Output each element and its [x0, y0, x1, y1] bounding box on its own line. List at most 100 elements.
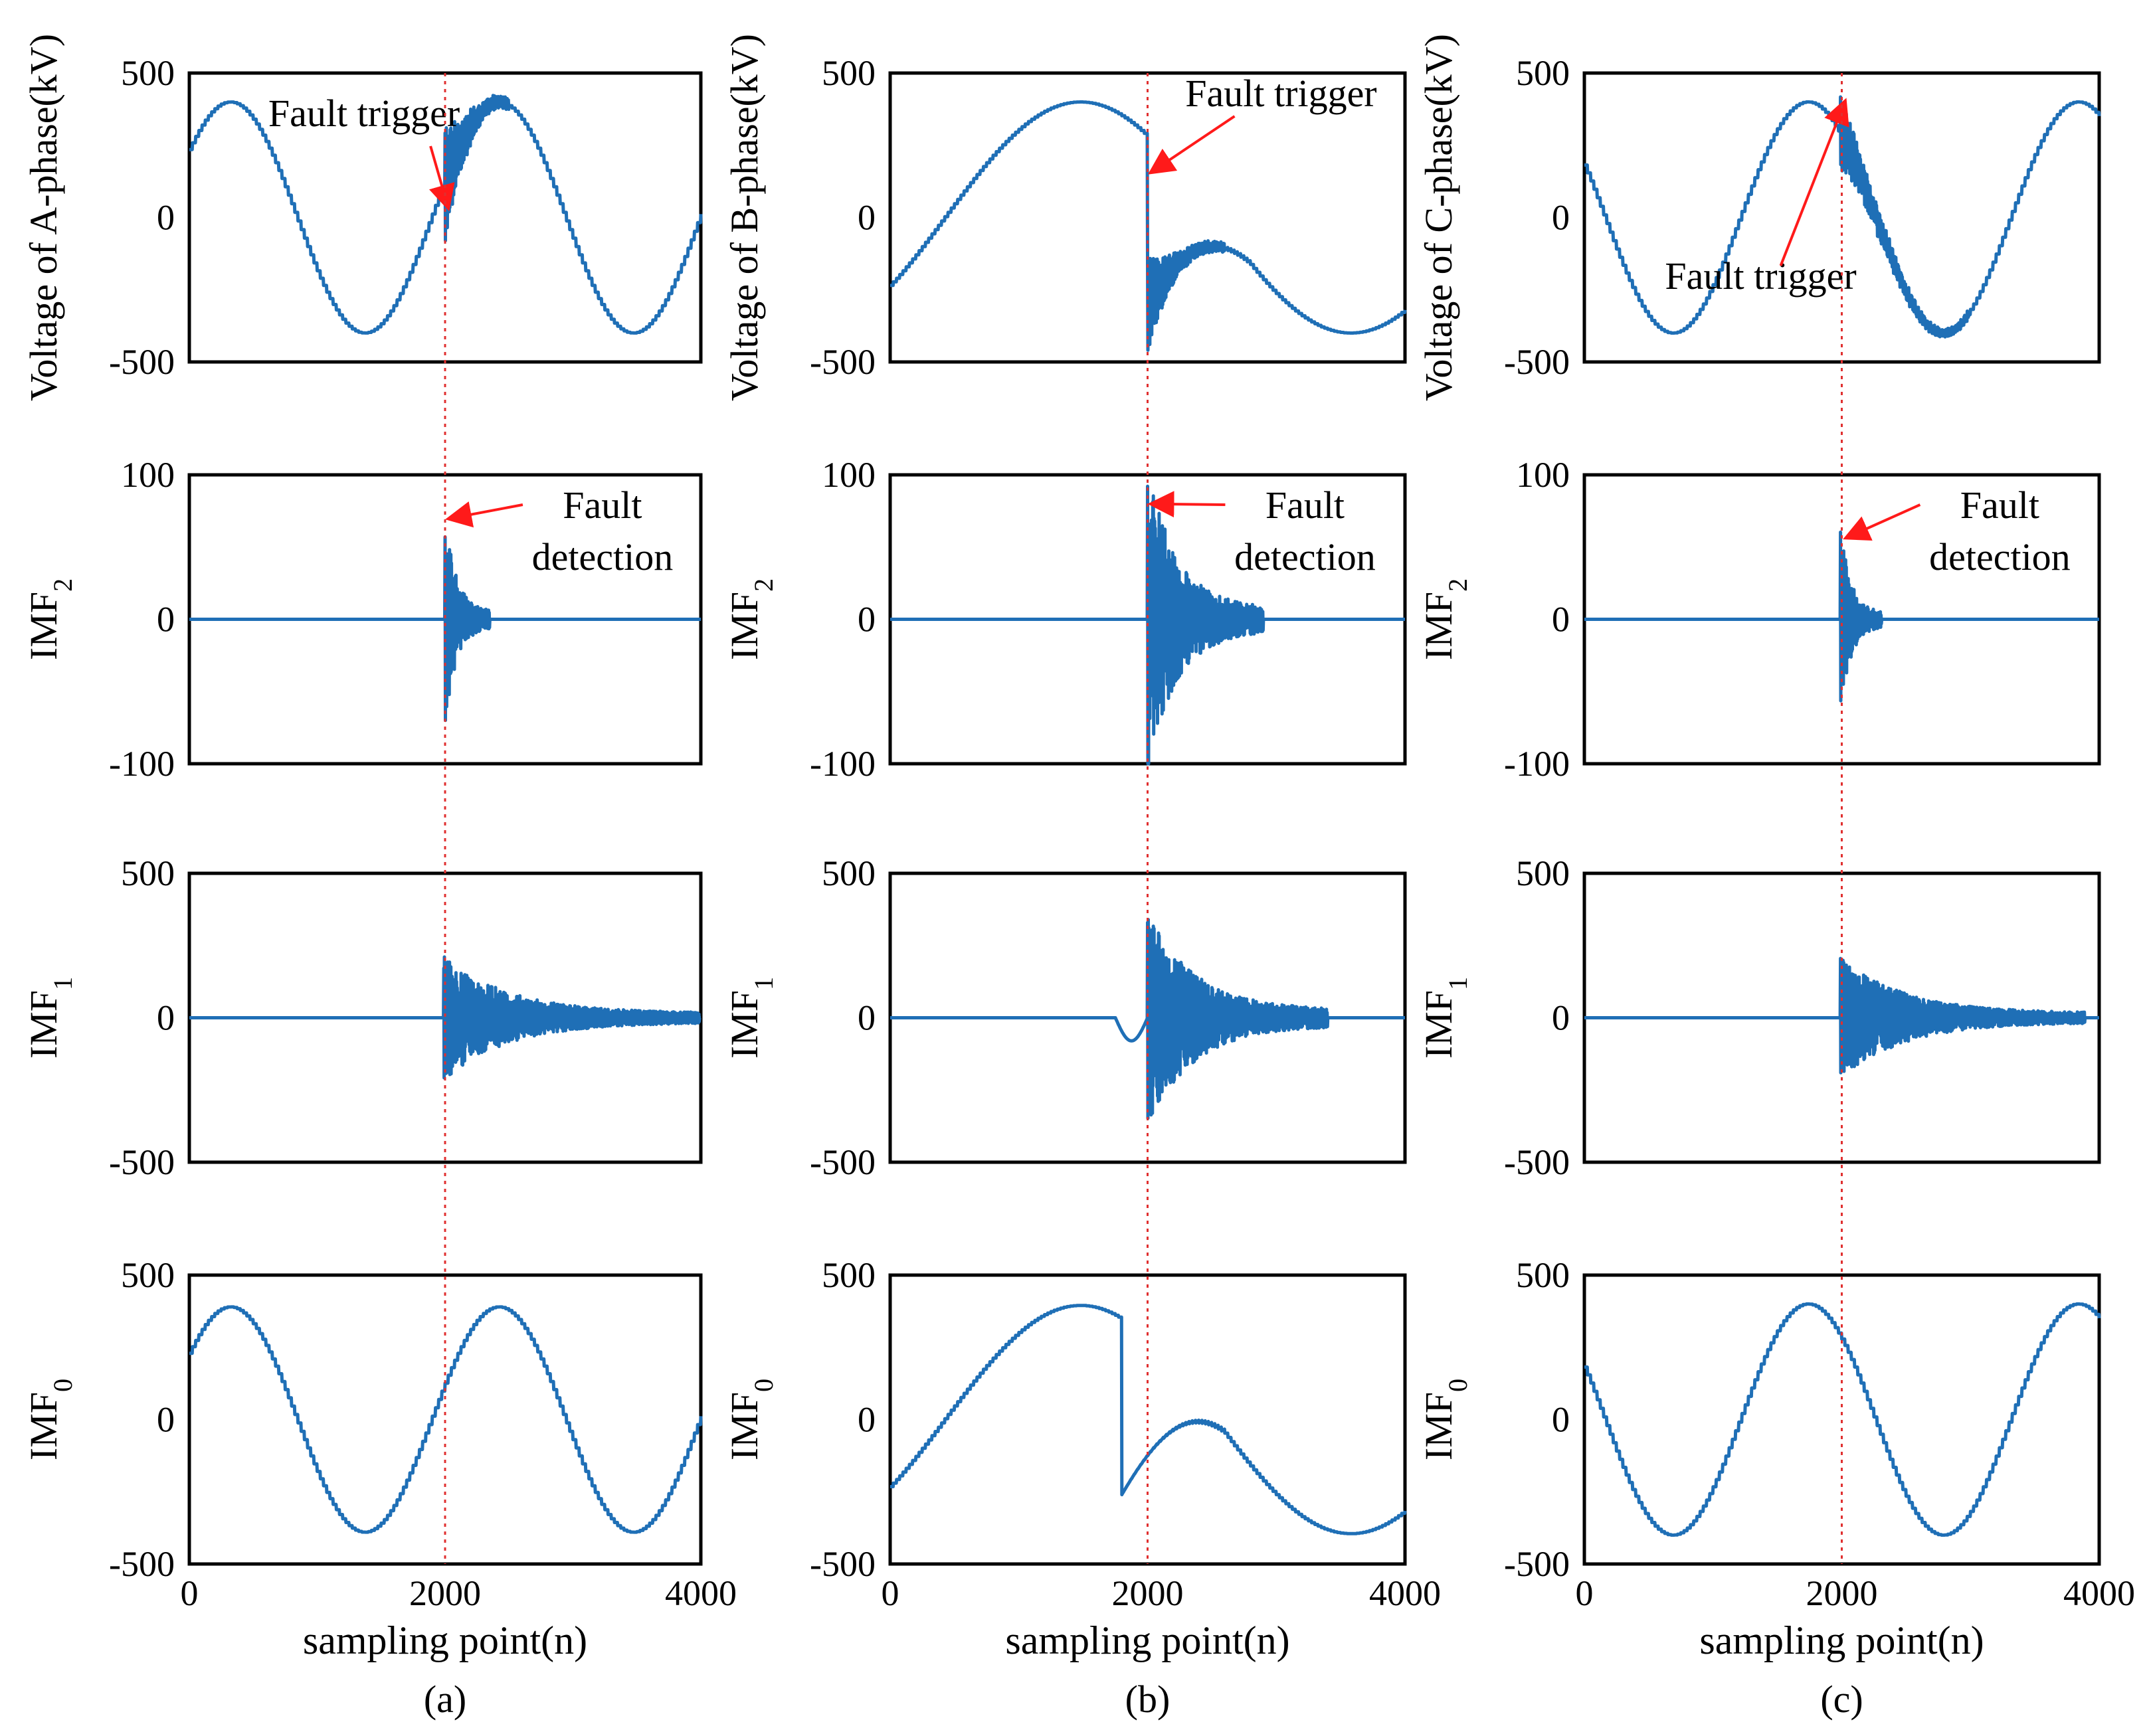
signal-line-b-row2	[889, 918, 1406, 1120]
y-axis-label: IMF2	[22, 578, 78, 660]
x-tick-label: 2000	[1806, 1573, 1878, 1613]
y-axis-label: Voltage of A-phase(kV)	[22, 34, 65, 401]
x-axis-label: sampling point(n)	[1699, 1618, 1984, 1662]
annotation-arrow	[1147, 115, 1236, 175]
plot-c-row2: 500 0 -500 IMF1	[1417, 853, 2101, 1182]
y-tick-label: -500	[109, 1544, 175, 1584]
y-tick-label: 0	[858, 1400, 876, 1440]
y-tick-label: -100	[810, 744, 876, 784]
signal-line-a-row0	[188, 94, 703, 335]
x-tick-label: 0	[882, 1573, 899, 1613]
y-tick-label: 0	[157, 1400, 175, 1440]
y-axis-label: Voltage of B-phase(kV)	[723, 34, 766, 401]
x-tick-label: 2000	[409, 1573, 481, 1613]
x-tick-label: 4000	[2063, 1573, 2135, 1613]
x-tick-label: 0	[181, 1573, 199, 1613]
y-axis-label: Voltage of C-phase(kV)	[1417, 34, 1460, 401]
y-tick-label: -500	[1504, 1142, 1570, 1182]
annotation-fault-detection: detection	[532, 535, 674, 578]
y-tick-label: 0	[157, 998, 175, 1038]
y-tick-label: 500	[822, 53, 876, 93]
annotation-fault-detection: Fault	[1960, 483, 2039, 527]
signal-line-c-row3	[1583, 1302, 2101, 1537]
plot-a-row1: 100 0 -100 IMF2 Fault detection	[22, 455, 703, 784]
plot-a-row0: 500 0 -500 Voltage of A-phase(kV) Fault trig…	[22, 34, 703, 401]
panel-caption-c: (c)	[1820, 1678, 1863, 1721]
signal-line-b-row0	[889, 100, 1407, 352]
y-tick-label: 100	[822, 455, 876, 495]
y-axis-label: IMF1	[22, 977, 78, 1059]
plot-b-row1: 100 0 -100 IMF2 Fault detection	[723, 455, 1407, 784]
y-axis-label: IMF0	[723, 1379, 779, 1460]
y-tick-label: 500	[121, 53, 175, 93]
y-tick-label: 0	[858, 998, 876, 1038]
plot-b-row0: 500 0 -500 Voltage of B-phase(kV) Fault trig…	[723, 34, 1407, 401]
y-tick-label: 500	[1516, 853, 1570, 893]
y-tick-label: -500	[1504, 342, 1570, 382]
y-axis-label: IMF0	[1417, 1379, 1473, 1460]
annotation-fault-trigger: Fault trigger	[1185, 72, 1376, 115]
annotation-fault-detection: detection	[1234, 535, 1376, 578]
annotation-arrow	[1779, 98, 1849, 266]
plot-c-row0: 500 0 -500 Voltage of C-phase(kV) Fault trig…	[1417, 34, 2101, 401]
panel-caption-b: (b)	[1125, 1678, 1170, 1721]
annotation-fault-detection: detection	[1929, 535, 2071, 578]
x-axis-label: sampling point(n)	[303, 1618, 587, 1662]
y-tick-label: 0	[858, 600, 876, 640]
signal-line-b-row1	[889, 484, 1406, 766]
y-tick-label: 0	[1552, 1400, 1570, 1440]
y-axis-label: IMF1	[723, 977, 779, 1059]
y-tick-label: -100	[109, 744, 175, 784]
panel-caption-a: (a)	[424, 1678, 466, 1721]
signal-line-a-row2	[188, 955, 702, 1080]
y-tick-label: -500	[810, 1544, 876, 1584]
plot-b-row2: 500 0 -500 IMF1	[723, 853, 1407, 1182]
y-tick-label: 0	[858, 198, 876, 238]
y-tick-label: 0	[1552, 198, 1570, 238]
annotation-fault-trigger: Fault trigger	[268, 92, 460, 135]
annotation-arrow	[429, 145, 455, 212]
y-axis-label: IMF2	[1417, 578, 1473, 660]
y-tick-label: 100	[1516, 455, 1570, 495]
signal-line-b-row3	[889, 1304, 1407, 1535]
y-axis-label: IMF0	[22, 1379, 78, 1460]
y-tick-label: -500	[109, 342, 175, 382]
annotation-arrow	[445, 501, 523, 528]
y-tick-label: -500	[109, 1142, 175, 1182]
y-tick-label: -100	[1504, 744, 1570, 784]
y-tick-label: 500	[822, 853, 876, 893]
x-tick-label: 2000	[1112, 1573, 1184, 1613]
signal-line-c-row2	[1583, 956, 2101, 1075]
y-axis-label: IMF1	[1417, 977, 1473, 1059]
x-tick-label: 4000	[1369, 1573, 1441, 1613]
annotation-arrow	[1843, 503, 1921, 541]
y-tick-label: -500	[810, 1142, 876, 1182]
annotation-fault-detection: Fault	[1265, 483, 1345, 527]
y-tick-label: 500	[1516, 53, 1570, 93]
plot-c-row1: 100 0 -100 IMF2 Fault detection	[1417, 455, 2101, 784]
y-tick-label: 100	[121, 455, 175, 495]
annotation-fault-detection: Fault	[563, 483, 642, 527]
y-tick-label: 0	[157, 600, 175, 640]
x-tick-label: 0	[1576, 1573, 1594, 1613]
y-tick-label: -500	[810, 342, 876, 382]
y-axis-label: IMF2	[723, 578, 779, 660]
y-tick-label: 0	[1552, 600, 1570, 640]
y-tick-label: 500	[822, 1255, 876, 1295]
plot-a-row2: 500 0 -500 IMF1	[22, 853, 703, 1182]
y-tick-label: 0	[157, 198, 175, 238]
x-axis-label: sampling point(n)	[1005, 1618, 1289, 1662]
y-tick-label: 500	[1516, 1255, 1570, 1295]
y-tick-label: 500	[121, 1255, 175, 1295]
y-tick-label: 500	[121, 853, 175, 893]
annotation-arrow	[1147, 491, 1226, 518]
x-tick-label: 4000	[665, 1573, 737, 1613]
y-tick-label: 0	[1552, 998, 1570, 1038]
y-tick-label: -500	[1504, 1544, 1570, 1584]
annotation-fault-trigger: Fault trigger	[1665, 254, 1856, 298]
